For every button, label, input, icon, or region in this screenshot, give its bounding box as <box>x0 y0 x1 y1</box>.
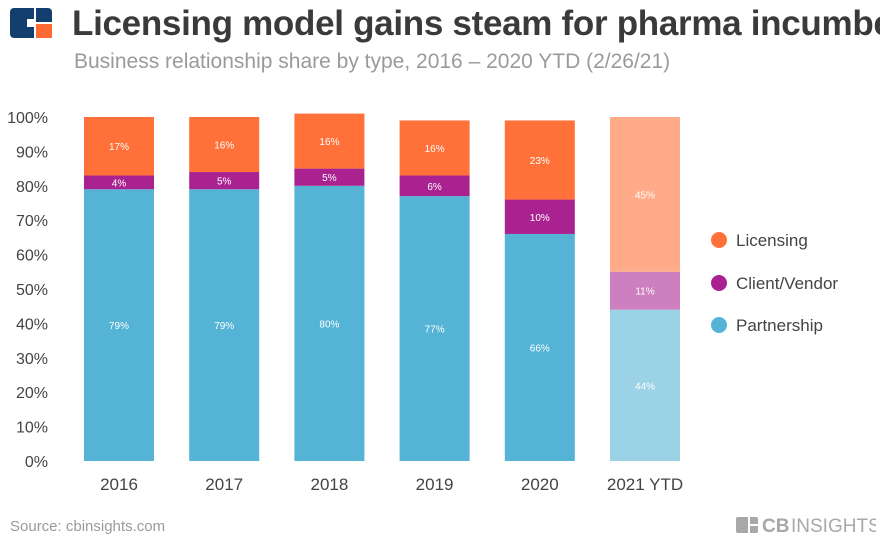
x-tick-label: 2020 <box>521 475 559 494</box>
y-tick-label: 30% <box>16 351 48 368</box>
chart-title: Licensing model gains steam for pharma i… <box>72 4 880 43</box>
y-tick-label: 0% <box>25 454 48 471</box>
y-tick-label: 70% <box>16 213 48 230</box>
data-label: 44% <box>635 381 655 392</box>
x-tick-label: 2016 <box>100 475 138 494</box>
data-label: 10% <box>530 213 550 224</box>
x-tick-label: 2019 <box>416 475 454 494</box>
bar-segment-licensing <box>399 120 470 176</box>
legend-label: Client/Vendor <box>736 274 838 293</box>
data-label: 16% <box>425 144 445 155</box>
cb-insights-wordmark: CB INSIGHTS <box>736 516 876 536</box>
data-label: 77% <box>425 325 445 336</box>
legend-label: Licensing <box>736 231 808 250</box>
y-tick-label: 80% <box>16 179 48 196</box>
x-tick-label: 2018 <box>310 475 348 494</box>
bar-segment-client-vendor <box>84 175 154 190</box>
bar-segment-partnership <box>504 233 575 461</box>
bar-segment-partnership <box>294 185 365 462</box>
bar-segment-client-vendor <box>399 175 470 197</box>
bar-segment-client-vendor <box>294 168 365 186</box>
legend-marker <box>711 275 727 291</box>
data-label: 79% <box>214 321 234 332</box>
bar-segment-licensing <box>189 117 260 173</box>
data-label: 79% <box>109 321 129 332</box>
data-label: 4% <box>112 178 127 189</box>
bar-segment-licensing <box>504 120 575 200</box>
bar-segment-licensing <box>294 113 365 169</box>
legend-marker <box>711 232 727 248</box>
y-tick-label: 90% <box>16 144 48 161</box>
bar-segment-partnership <box>84 189 154 462</box>
data-label: 5% <box>322 173 337 184</box>
data-label: 5% <box>217 177 232 188</box>
data-label: 66% <box>530 343 550 354</box>
bar-segment-partnership <box>610 309 680 461</box>
x-tick-label: 2021 YTD <box>607 475 683 494</box>
bar-segment-partnership <box>189 189 260 462</box>
bar-segment-licensing <box>610 117 680 272</box>
data-label: 16% <box>214 141 234 152</box>
data-label: 45% <box>635 190 655 201</box>
cb-insights-logo-icon <box>10 8 52 38</box>
bar-segment-client-vendor <box>610 271 680 310</box>
data-label: 11% <box>635 287 654 298</box>
svg-text:CB: CB <box>762 516 789 536</box>
y-tick-label: 50% <box>16 282 48 299</box>
data-label: 17% <box>109 142 129 153</box>
source-note: Source: cbinsights.com <box>10 518 166 535</box>
x-tick-label: 2017 <box>205 475 243 494</box>
y-tick-label: 20% <box>16 385 48 402</box>
y-tick-label: 40% <box>16 316 48 333</box>
y-tick-label: 10% <box>16 420 48 437</box>
legend-marker <box>711 317 727 333</box>
y-tick-label: 100% <box>7 110 48 127</box>
legend-label: Partnership <box>736 316 823 335</box>
data-label: 80% <box>319 319 339 330</box>
chart-subtitle: Business relationship share by type, 201… <box>74 50 671 73</box>
data-label: 16% <box>319 137 339 148</box>
svg-text:INSIGHTS: INSIGHTS <box>791 516 876 536</box>
bar-segment-client-vendor <box>189 172 260 190</box>
y-tick-label: 60% <box>16 248 48 265</box>
data-label: 23% <box>530 156 550 167</box>
bar-segment-partnership <box>399 196 470 461</box>
data-label: 6% <box>427 182 442 193</box>
bar-segment-licensing <box>84 117 154 176</box>
bar-segment-client-vendor <box>504 199 575 234</box>
